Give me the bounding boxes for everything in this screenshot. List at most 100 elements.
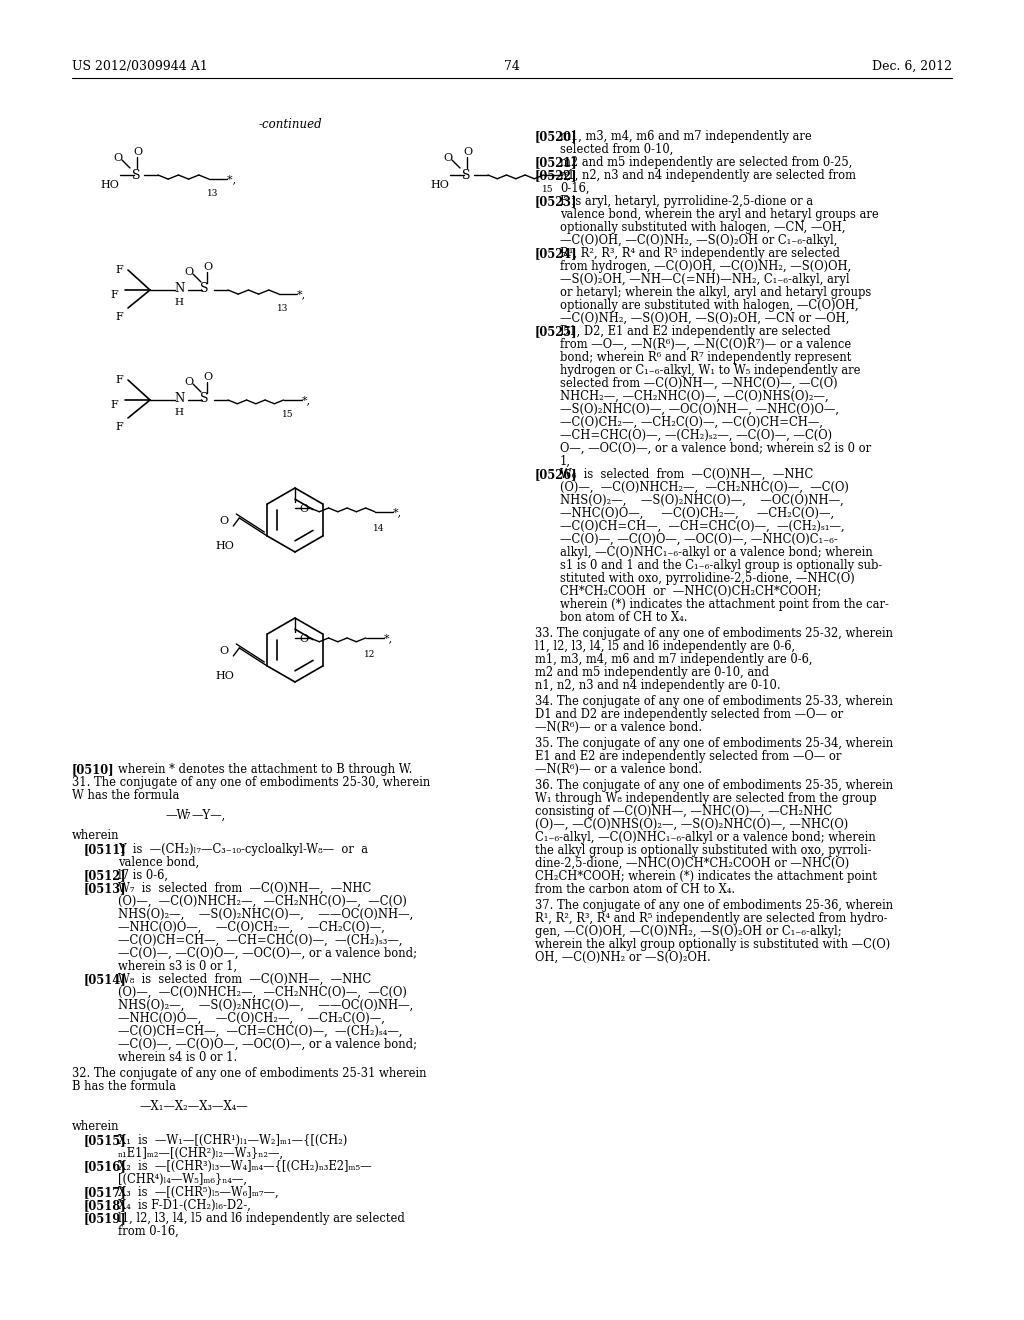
Text: —NHC(O)O—,    —C(O)CH₂—,    —CH₂C(O)—,: —NHC(O)O—, —C(O)CH₂—, —CH₂C(O)—, (118, 1012, 385, 1026)
Text: O—, —OC(O)—, or a valence bond; wherein s2 is 0 or: O—, —OC(O)—, or a valence bond; wherein … (560, 442, 871, 455)
Text: [0513]: [0513] (84, 882, 127, 895)
Text: [0521]: [0521] (535, 156, 578, 169)
Text: Y  is  —(CH₂)ₗ₇—C₃₋₁₀-cycloalkyl-W₈—  or  a: Y is —(CH₂)ₗ₇—C₃₋₁₀-cycloalkyl-W₈— or a (118, 843, 368, 855)
Text: from the carbon atom of CH to X₄.: from the carbon atom of CH to X₄. (535, 883, 735, 896)
Text: [0525]: [0525] (535, 325, 578, 338)
Text: [0514]: [0514] (84, 973, 127, 986)
Text: l1, l2, l3, l4, l5 and l6 independently are 0-6,: l1, l2, l3, l4, l5 and l6 independently … (535, 640, 795, 653)
Text: [0512]: [0512] (84, 869, 127, 882)
Text: wherein (*) indicates the attachment point from the car-: wherein (*) indicates the attachment poi… (560, 598, 889, 611)
Text: O: O (443, 153, 453, 162)
Text: n1, n2, n3 and n4 independently are selected from: n1, n2, n3 and n4 independently are sele… (560, 169, 856, 182)
Text: [0510]: [0510] (72, 763, 115, 776)
Text: W₇  is  selected  from  —C(O)NH—,  —NHC: W₇ is selected from —C(O)NH—, —NHC (118, 882, 372, 895)
Text: O: O (299, 504, 308, 513)
Text: 32. The conjugate of any one of embodiments 25-31 wherein: 32. The conjugate of any one of embodime… (72, 1067, 427, 1080)
Text: F: F (115, 375, 123, 385)
Text: *,: *, (297, 289, 306, 300)
Text: H: H (174, 408, 183, 417)
Text: W₆  is  selected  from  —C(O)NH—,  —NHC: W₆ is selected from —C(O)NH—, —NHC (560, 469, 813, 480)
Text: or hetaryl; wherein the alkyl, aryl and hetaryl groups: or hetaryl; wherein the alkyl, aryl and … (560, 286, 871, 300)
Text: D1, D2, E1 and E2 independently are selected: D1, D2, E1 and E2 independently are sele… (560, 325, 830, 338)
Text: X₄  is F-D1-(CH₂)ₗ₆-D2-,: X₄ is F-D1-(CH₂)ₗ₆-D2-, (118, 1199, 251, 1212)
Text: —W: —W (165, 809, 188, 822)
Text: F: F (110, 400, 118, 411)
Text: 35. The conjugate of any one of embodiments 25-34, wherein: 35. The conjugate of any one of embodime… (535, 737, 893, 750)
Text: R¹, R², R³, R⁴ and R⁵ independently are selected from hydro-: R¹, R², R³, R⁴ and R⁵ independently are … (535, 912, 888, 925)
Text: CH₂CH*COOH; wherein (*) indicates the attachment point: CH₂CH*COOH; wherein (*) indicates the at… (535, 870, 877, 883)
Text: wherein s4 is 0 or 1.: wherein s4 is 0 or 1. (118, 1051, 238, 1064)
Text: wherein the alkyl group optionally is substituted with —C(O): wherein the alkyl group optionally is su… (535, 939, 890, 950)
Text: B has the formula: B has the formula (72, 1080, 176, 1093)
Text: O: O (203, 261, 212, 272)
Text: (O)—,  —C(O)NHCH₂—,  —CH₂NHC(O)—,  —C(O): (O)—, —C(O)NHCH₂—, —CH₂NHC(O)—, —C(O) (118, 895, 407, 908)
Text: D1 and D2 are independently selected from —O— or: D1 and D2 are independently selected fro… (535, 708, 843, 721)
Text: NHS(O)₂—,    —S(O)₂NHC(O)—,    —OC(O)NH—,: NHS(O)₂—, —S(O)₂NHC(O)—, —OC(O)NH—, (560, 494, 844, 507)
Text: [0523]: [0523] (535, 195, 578, 209)
Text: Dec. 6, 2012: Dec. 6, 2012 (872, 59, 952, 73)
Text: [0520]: [0520] (535, 129, 578, 143)
Text: 34. The conjugate of any one of embodiments 25-33, wherein: 34. The conjugate of any one of embodime… (535, 696, 893, 708)
Text: from 0-16,: from 0-16, (118, 1225, 179, 1238)
Text: —C(O)CH=CH—,  —CH=CHC(O)—,  —(CH₂)ₛ₁—,: —C(O)CH=CH—, —CH=CHC(O)—, —(CH₂)ₛ₁—, (560, 520, 845, 533)
Text: m1, m3, m4, m6 and m7 independently are: m1, m3, m4, m6 and m7 independently are (560, 129, 812, 143)
Text: [0524]: [0524] (535, 247, 578, 260)
Text: NHS(O)₂—,    —S(O)₂NHC(O)—,    ——OC(O)NH—,: NHS(O)₂—, —S(O)₂NHC(O)—, ——OC(O)NH—, (118, 999, 414, 1012)
Text: —C(O)NH₂, —S(O)OH, —S(O)₂OH, —CN or —OH,: —C(O)NH₂, —S(O)OH, —S(O)₂OH, —CN or —OH, (560, 312, 849, 325)
Text: —S(O)₂NHC(O)—, —OC(O)NH—, —NHC(O)O—,: —S(O)₂NHC(O)—, —OC(O)NH—, —NHC(O)O—, (560, 403, 839, 416)
Text: 13: 13 (278, 304, 289, 313)
Text: HO: HO (100, 180, 119, 190)
Text: [0522]: [0522] (535, 169, 578, 182)
Text: s1 is 0 and 1 and the C₁₋₆-alkyl group is optionally sub-: s1 is 0 and 1 and the C₁₋₆-alkyl group i… (560, 558, 883, 572)
Text: O: O (184, 378, 194, 387)
Text: 31. The conjugate of any one of embodiments 25-30, wherein: 31. The conjugate of any one of embodime… (72, 776, 430, 789)
Text: H: H (174, 298, 183, 308)
Text: from hydrogen, —C(O)OH, —C(O)NH₂, —S(O)OH,: from hydrogen, —C(O)OH, —C(O)NH₂, —S(O)O… (560, 260, 851, 273)
Text: bon atom of CH to X₄.: bon atom of CH to X₄. (560, 611, 687, 624)
Text: -continued: -continued (258, 117, 322, 131)
Text: —N(R⁶)— or a valence bond.: —N(R⁶)— or a valence bond. (535, 763, 702, 776)
Text: wherein s3 is 0 or 1,: wherein s3 is 0 or 1, (118, 960, 238, 973)
Text: —C(O)CH=CH—,  —CH=CHC(O)—,  —(CH₂)ₛ₄—,: —C(O)CH=CH—, —CH=CHC(O)—, —(CH₂)ₛ₄—, (118, 1026, 402, 1038)
Text: O: O (133, 147, 142, 157)
Text: S: S (132, 169, 140, 182)
Text: [0511]: [0511] (84, 843, 127, 855)
Text: —C(O)OH, —C(O)NH₂, —S(O)₂OH or C₁₋₆-alkyl,: —C(O)OH, —C(O)NH₂, —S(O)₂OH or C₁₋₆-alky… (560, 234, 838, 247)
Text: W has the formula: W has the formula (72, 789, 179, 803)
Text: CH*CH₂COOH  or  —NHC(O)CH₂CH*COOH;: CH*CH₂COOH or —NHC(O)CH₂CH*COOH; (560, 585, 821, 598)
Text: —C(O)—, —C(O)O—, —OC(O)—, —NHC(O)C₁₋₆-: —C(O)—, —C(O)O—, —OC(O)—, —NHC(O)C₁₋₆- (560, 533, 838, 546)
Text: consisting of —C(O)NH—, —NHC(O)—, —CH₂NHC: consisting of —C(O)NH—, —NHC(O)—, —CH₂NH… (535, 805, 833, 818)
Text: —C(O)CH₂—, —CH₂C(O)—, —C(O)CH=CH—,: —C(O)CH₂—, —CH₂C(O)—, —C(O)CH=CH—, (560, 416, 823, 429)
Text: O: O (299, 634, 308, 644)
Text: 13: 13 (207, 189, 218, 198)
Text: 15: 15 (282, 411, 293, 418)
Text: [0515]: [0515] (84, 1134, 127, 1147)
Text: NHCH₂—, —CH₂NHC(O)—, —C(O)NHS(O)₂—,: NHCH₂—, —CH₂NHC(O)—, —C(O)NHS(O)₂—, (560, 389, 828, 403)
Text: m2 and m5 independently are 0-10, and: m2 and m5 independently are 0-10, and (535, 667, 769, 678)
Text: m2 and m5 independently are selected from 0-25,: m2 and m5 independently are selected fro… (560, 156, 852, 169)
Text: NHS(O)₂—,    —S(O)₂NHC(O)—,    ——OC(O)NH—,: NHS(O)₂—, —S(O)₂NHC(O)—, ——OC(O)NH—, (118, 908, 414, 921)
Text: F: F (115, 422, 123, 432)
Text: W₁ through W₈ independently are selected from the group: W₁ through W₈ independently are selected… (535, 792, 877, 805)
Text: wherein: wherein (72, 1119, 120, 1133)
Text: 1,: 1, (560, 455, 571, 469)
Text: F: F (110, 290, 118, 300)
Text: hydrogen or C₁₋₆-alkyl, W₁ to W₅ independently are: hydrogen or C₁₋₆-alkyl, W₁ to W₅ indepen… (560, 364, 860, 378)
Text: O: O (203, 372, 212, 381)
Text: E1 and E2 are independently selected from —O— or: E1 and E2 are independently selected fro… (535, 750, 842, 763)
Text: 74: 74 (504, 59, 520, 73)
Text: 0-16,: 0-16, (560, 182, 590, 195)
Text: optionally substituted with halogen, —CN, —OH,: optionally substituted with halogen, —CN… (560, 220, 846, 234)
Text: S: S (462, 169, 470, 182)
Text: —NHC(O)O—,     —C(O)CH₂—,     —CH₂C(O)—,: —NHC(O)O—, —C(O)CH₂—, —CH₂C(O)—, (560, 507, 835, 520)
Text: [0516]: [0516] (84, 1160, 127, 1173)
Text: 12: 12 (364, 649, 375, 659)
Text: *,: *, (227, 174, 240, 183)
Text: O: O (184, 267, 194, 277)
Text: C₁₋₆-alkyl, —C(O)NHC₁₋₆-alkyl or a valence bond; wherein: C₁₋₆-alkyl, —C(O)NHC₁₋₆-alkyl or a valen… (535, 832, 876, 843)
Text: *,: *, (302, 395, 310, 405)
Text: N: N (174, 392, 184, 405)
Text: F: F (115, 312, 123, 322)
Text: S: S (200, 282, 209, 294)
Text: *,: *, (561, 170, 570, 180)
